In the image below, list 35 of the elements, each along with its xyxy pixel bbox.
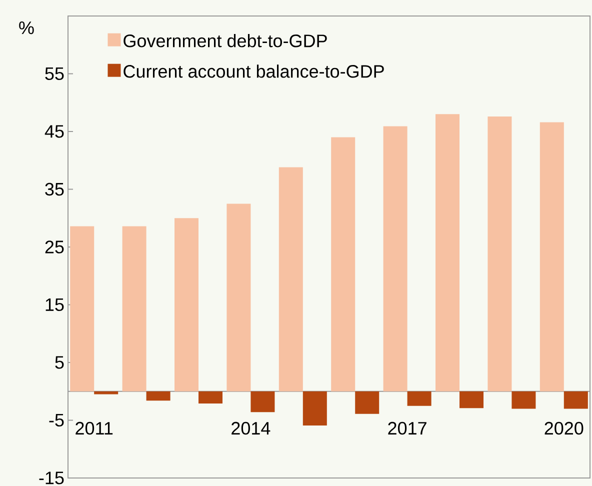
bar xyxy=(250,391,275,412)
y-tick-label: 5 xyxy=(55,356,64,369)
bar xyxy=(488,116,512,392)
x-tick-label: 2014 xyxy=(232,422,270,435)
x-tick-label: 2017 xyxy=(388,422,426,435)
legend-label: Government debt-to-GDP xyxy=(124,34,327,48)
y-tick-label: 55 xyxy=(45,67,64,80)
bar xyxy=(564,391,588,409)
y-axis-title: % xyxy=(19,22,34,34)
y-tick-label: -15 xyxy=(39,472,64,484)
bar xyxy=(122,226,146,392)
y-tick-label: 35 xyxy=(45,182,64,196)
y-tick-label: 15 xyxy=(46,298,64,312)
bar xyxy=(226,204,251,392)
bar xyxy=(146,391,170,401)
bar xyxy=(383,126,408,392)
bar xyxy=(331,137,356,392)
bar xyxy=(355,391,380,414)
bar xyxy=(460,391,484,408)
y-tick-label: -5 xyxy=(49,414,64,427)
bar xyxy=(512,391,536,409)
bar xyxy=(436,114,460,392)
bar xyxy=(198,391,222,404)
bar xyxy=(94,391,118,394)
y-tick-label: 25 xyxy=(45,240,64,254)
y-tick-label: 45 xyxy=(44,125,64,138)
bar xyxy=(302,391,327,426)
bar xyxy=(278,167,303,392)
bar xyxy=(407,391,432,406)
bar xyxy=(174,218,198,392)
legend-label: Current account balance-to-GDP xyxy=(124,64,384,78)
x-tick-label: 2020 xyxy=(544,422,584,435)
bar xyxy=(540,122,564,392)
bar xyxy=(70,226,94,392)
x-tick-label: 2011 xyxy=(76,422,113,435)
